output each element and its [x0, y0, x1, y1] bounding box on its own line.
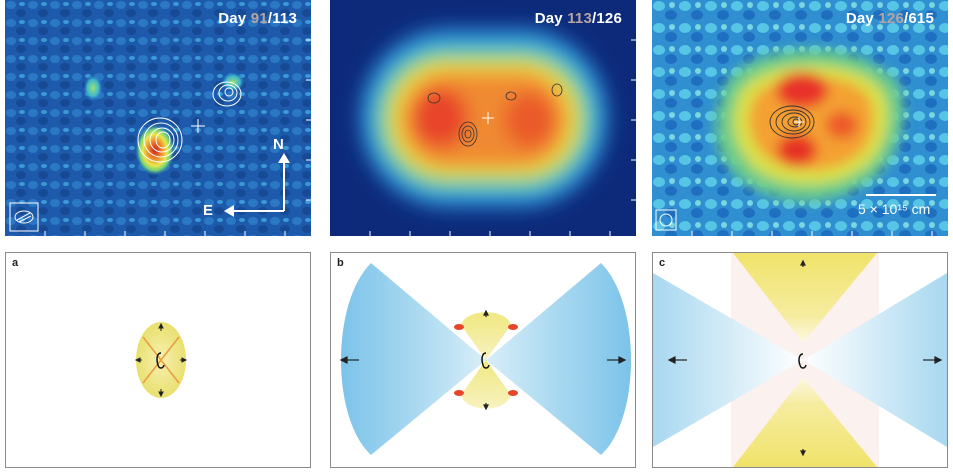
- compass-north-label: N: [273, 136, 284, 153]
- schematic-a-drawing: [134, 322, 188, 398]
- right-outflow-cone: [486, 263, 631, 455]
- bottom-outflow-cone: [733, 377, 877, 467]
- radio-image-day-113: Day 113/126: [330, 0, 636, 236]
- day-label-3: Day 126/615: [845, 10, 934, 27]
- schematic-b: b: [330, 252, 636, 468]
- top-outflow-cone: [733, 253, 877, 343]
- radio-image-day-126: Day 126/615 5 × 10¹⁵ cm: [652, 0, 948, 236]
- compass-east-label: E: [203, 202, 214, 219]
- day-highlight: 113: [567, 10, 592, 27]
- compass-arrows-icon: [224, 153, 290, 217]
- panel-letter-a: a: [12, 257, 19, 269]
- left-outflow-cone: [653, 273, 803, 447]
- day-rest: /615: [904, 10, 934, 27]
- scale-bar-label: 5 × 10¹⁵ cm: [858, 201, 931, 217]
- day-label-2: Day 113/126: [534, 10, 622, 27]
- radio-image-day-91: Day 91/113 N E: [5, 0, 311, 236]
- left-outflow-cone: [341, 263, 486, 455]
- panel-letter-b: b: [337, 257, 344, 269]
- radio-map-1: [5, 0, 311, 236]
- day-highlight: 126: [878, 10, 904, 27]
- radio-map-3: [652, 0, 948, 236]
- day-highlight: 91: [250, 10, 268, 27]
- day-rest: /113: [267, 10, 297, 27]
- day-label-1: Day 91/113: [218, 10, 297, 27]
- schematic-c: c: [652, 252, 948, 468]
- schematic-b-drawing: [339, 263, 631, 455]
- radio-map-2: [330, 0, 636, 236]
- day-rest: /126: [592, 10, 622, 27]
- panel-letter-c: c: [659, 257, 666, 269]
- schematic-c-drawing: [653, 253, 947, 467]
- schematic-a: a: [5, 252, 311, 468]
- right-outflow-cone: [803, 273, 947, 447]
